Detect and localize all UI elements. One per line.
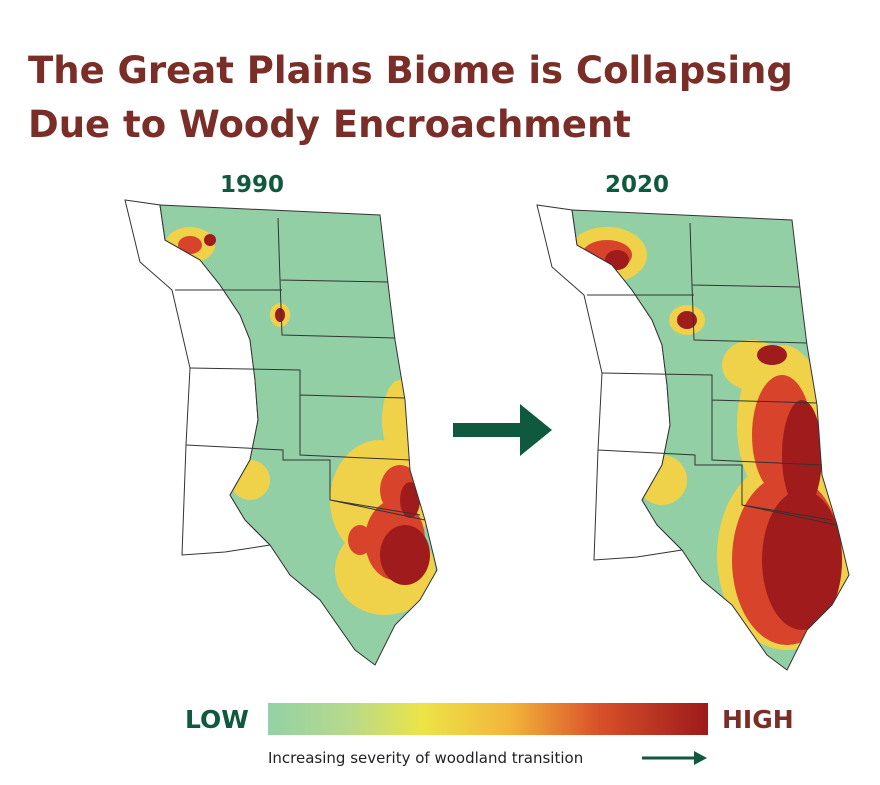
legend-low: LOW — [185, 705, 249, 734]
map-2020 — [536, 204, 850, 671]
title: The Great Plains Biome is Collapsing Due… — [28, 49, 793, 146]
map-year: 1990 — [220, 172, 284, 198]
legend-gradient — [268, 703, 708, 735]
legend-caption: Increasing severity of woodland transiti… — [268, 749, 583, 767]
map-year: 2020 — [605, 172, 669, 198]
time-arrow — [453, 404, 552, 456]
caption-arrow — [642, 751, 707, 765]
map-1990 — [124, 199, 438, 666]
legend-high: HIGH — [722, 705, 794, 734]
